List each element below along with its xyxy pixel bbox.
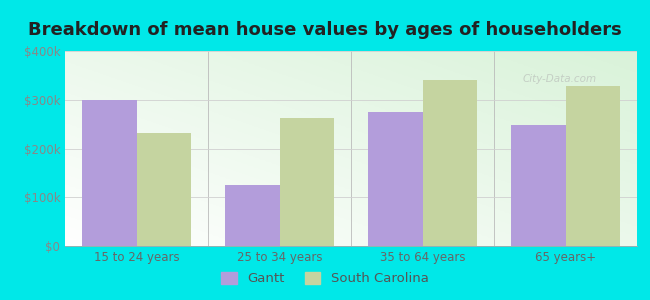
Bar — [136, 133, 191, 246]
Bar — [511, 125, 566, 246]
Bar — [566, 86, 620, 246]
Bar — [368, 112, 422, 246]
Text: City-Data.com: City-Data.com — [523, 74, 597, 84]
Bar — [82, 100, 136, 246]
Legend: Gantt, South Carolina: Gantt, South Carolina — [216, 266, 434, 290]
Text: Breakdown of mean house values by ages of householders: Breakdown of mean house values by ages o… — [28, 21, 622, 39]
Bar — [280, 118, 334, 246]
Bar — [225, 185, 280, 246]
Bar — [422, 80, 477, 246]
